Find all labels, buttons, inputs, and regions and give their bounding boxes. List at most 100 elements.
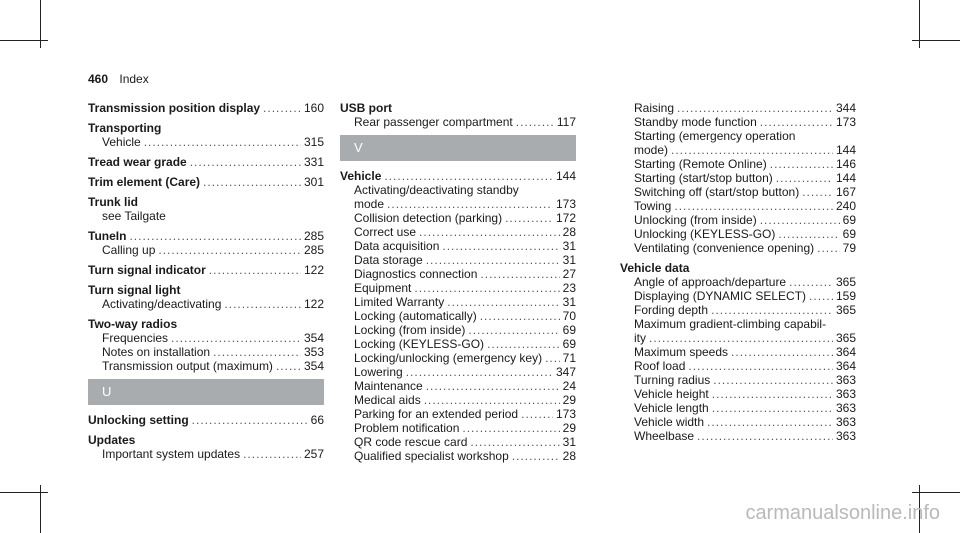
page-reference[interactable]: 117 [556, 115, 576, 129]
index-subentry[interactable]: Lowering 347 [340, 365, 576, 379]
page-reference[interactable]: 31 [562, 239, 576, 253]
page-reference[interactable]: 363 [835, 401, 856, 415]
index-subentry[interactable]: Frequencies 354 [88, 331, 324, 345]
index-subentry[interactable]: see Tailgate [88, 209, 324, 223]
index-entry[interactable]: Two-way radios [88, 317, 324, 331]
index-entry[interactable]: Trim element (Care) 301 [88, 175, 324, 189]
index-subentry[interactable]: Locking/unlocking (emergency key) 71 [340, 351, 576, 365]
index-subentry[interactable]: Activating/deactivating standby [340, 183, 576, 197]
index-subentry[interactable]: Collision detection (parking) 172 [340, 211, 576, 225]
index-subentry[interactable]: Medical aids 29 [340, 393, 576, 407]
index-entry[interactable]: Transmission position display 160 [88, 101, 324, 115]
index-entry[interactable]: Vehicle 144 [340, 169, 576, 183]
page-reference[interactable]: 363 [835, 373, 856, 387]
index-subentry[interactable]: Maximum gradient-climbing capabil- [620, 317, 856, 331]
page-reference[interactable]: 69 [562, 323, 576, 337]
page-reference[interactable]: 69 [842, 227, 856, 241]
page-reference[interactable]: 28 [562, 225, 576, 239]
page-reference[interactable]: 23 [562, 281, 576, 295]
index-subentry[interactable]: ity 365 [620, 331, 856, 345]
page-reference[interactable]: 144 [835, 171, 856, 185]
page-reference[interactable]: 365 [835, 303, 856, 317]
page-reference[interactable]: 146 [835, 157, 856, 171]
index-entry[interactable]: Tread wear grade 331 [88, 155, 324, 169]
index-entry[interactable]: Updates [88, 433, 324, 447]
index-subentry[interactable]: Rear passenger compartment 117 [340, 115, 576, 129]
index-subentry[interactable]: Vehicle length 363 [620, 401, 856, 415]
index-subentry[interactable]: Starting (Remote Online) 146 [620, 157, 856, 171]
index-subentry[interactable]: Locking (automatically) 70 [340, 309, 576, 323]
index-subentry[interactable]: Equipment 23 [340, 281, 576, 295]
index-subentry[interactable]: Vehicle width 363 [620, 415, 856, 429]
index-subentry[interactable]: Locking (KEYLESS-GO) 69 [340, 337, 576, 351]
page-reference[interactable]: 240 [835, 199, 856, 213]
page-reference[interactable]: 29 [562, 393, 576, 407]
index-subentry[interactable]: Vehicle height 363 [620, 387, 856, 401]
index-subentry[interactable]: Starting (start/stop button) 144 [620, 171, 856, 185]
index-subentry[interactable]: Switching off (start/stop button) 167 [620, 185, 856, 199]
index-entry[interactable]: USB port [340, 101, 576, 115]
page-reference[interactable]: 173 [555, 197, 576, 211]
page-reference[interactable]: 29 [562, 421, 576, 435]
page-reference[interactable]: 69 [842, 213, 856, 227]
page-reference[interactable]: 71 [562, 351, 576, 365]
page-reference[interactable]: 365 [835, 331, 856, 345]
page-reference[interactable]: 172 [555, 211, 576, 225]
index-subentry[interactable]: Standby mode function 173 [620, 115, 856, 129]
index-subentry[interactable]: Vehicle 315 [88, 135, 324, 149]
page-reference[interactable]: 363 [835, 429, 856, 443]
page-reference[interactable]: 365 [835, 275, 856, 289]
index-subentry[interactable]: Roof load 364 [620, 359, 856, 373]
page-reference[interactable]: 31 [562, 435, 576, 449]
index-subentry[interactable]: Maintenance 24 [340, 379, 576, 393]
page-reference[interactable]: 28 [562, 449, 576, 463]
page-reference[interactable]: 159 [835, 289, 856, 303]
page-reference[interactable]: 24 [562, 379, 576, 393]
page-reference[interactable]: 363 [835, 387, 856, 401]
index-subentry[interactable]: Wheelbase 363 [620, 429, 856, 443]
index-entry[interactable]: Turn signal light [88, 283, 324, 297]
index-subentry[interactable]: Locking (from inside) 69 [340, 323, 576, 337]
page-reference[interactable]: 27 [562, 267, 576, 281]
index-subentry[interactable]: mode 173 [340, 197, 576, 211]
index-entry[interactable]: Vehicle data [620, 261, 856, 275]
page-reference[interactable]: 70 [562, 309, 576, 323]
page-reference[interactable]: 331 [303, 155, 324, 169]
page-reference[interactable]: 122 [303, 297, 324, 311]
page-reference[interactable]: 354 [303, 331, 324, 345]
index-subentry[interactable]: Calling up 285 [88, 243, 324, 257]
page-reference[interactable]: 285 [303, 243, 324, 257]
index-subentry[interactable]: Unlocking (KEYLESS-GO) 69 [620, 227, 856, 241]
page-reference[interactable]: 285 [303, 229, 324, 243]
index-subentry[interactable]: Data acquisition 31 [340, 239, 576, 253]
index-subentry[interactable]: Fording depth 365 [620, 303, 856, 317]
index-subentry[interactable]: Turning radius 363 [620, 373, 856, 387]
page-reference[interactable]: 354 [303, 359, 324, 373]
index-subentry[interactable]: mode) 144 [620, 143, 856, 157]
page-reference[interactable]: 353 [303, 345, 324, 359]
page-reference[interactable]: 144 [835, 143, 856, 157]
index-subentry[interactable]: Maximum speeds 364 [620, 345, 856, 359]
page-reference[interactable]: 31 [562, 295, 576, 309]
page-reference[interactable]: 363 [835, 415, 856, 429]
page-reference[interactable]: 364 [835, 345, 856, 359]
index-subentry[interactable]: Limited Warranty 31 [340, 295, 576, 309]
index-subentry[interactable]: Activating/deactivating 122 [88, 297, 324, 311]
index-subentry[interactable]: Towing 240 [620, 199, 856, 213]
page-reference[interactable]: 31 [562, 253, 576, 267]
page-reference[interactable]: 167 [835, 185, 856, 199]
index-subentry[interactable]: Diagnostics connection 27 [340, 267, 576, 281]
index-entry[interactable]: Unlocking setting 66 [88, 413, 324, 427]
page-reference[interactable]: 173 [835, 115, 856, 129]
index-subentry[interactable]: Correct use 28 [340, 225, 576, 239]
index-subentry[interactable]: Starting (emergency operation [620, 129, 856, 143]
index-subentry[interactable]: Important system updates 257 [88, 447, 324, 461]
index-subentry[interactable]: Qualified specialist workshop 28 [340, 449, 576, 463]
page-reference[interactable]: 79 [842, 241, 856, 255]
page-reference[interactable]: 364 [835, 359, 856, 373]
page-reference[interactable]: 160 [303, 101, 324, 115]
page-reference[interactable]: 173 [555, 407, 576, 421]
page-reference[interactable]: 69 [562, 337, 576, 351]
index-subentry[interactable]: Transmission output (maximum) 354 [88, 359, 324, 373]
page-reference[interactable]: 257 [303, 447, 324, 461]
